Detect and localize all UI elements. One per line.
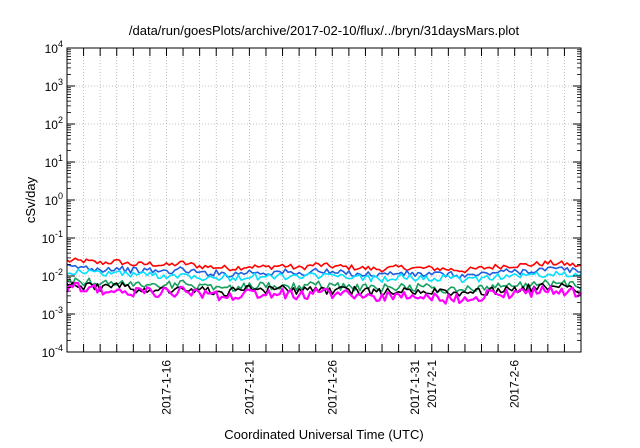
- y-tick-label: 101: [45, 153, 63, 170]
- y-tick-label: 10-4: [42, 343, 63, 360]
- series-line: [66, 263, 582, 280]
- x-tick-label: 2017-1-21: [242, 360, 256, 415]
- y-tick-label: 10-2: [42, 267, 63, 284]
- x-tick-label: 2017-1-31: [408, 360, 422, 415]
- series-line: [65, 281, 582, 305]
- x-tick-labels: 2017-1-16 2017-1-21 2017-1-26 2017-1-31 2017…: [159, 360, 521, 415]
- series-line: [66, 268, 582, 284]
- plot-area-frame: [66, 47, 582, 353]
- y-tick-label: 10-3: [42, 305, 63, 322]
- x-tick-label: 2017-2-1: [425, 360, 439, 408]
- x-tick-label: 2017-2-6: [508, 360, 522, 408]
- y-tick-label: 102: [45, 115, 63, 132]
- y-tick-label: 104: [45, 39, 63, 56]
- y-axis-label: cSv/day: [23, 176, 38, 223]
- y-tick-label: 103: [45, 77, 63, 94]
- y-tick-labels: 10-4 10-3 10-2 10-1 100 101 102 103 104: [42, 39, 63, 360]
- y-tick-label: 100: [45, 191, 63, 208]
- series-line: [66, 257, 582, 274]
- tick-marks: [67, 47, 581, 353]
- series-group: [65, 257, 582, 305]
- grid: [67, 47, 581, 353]
- chart-title: /data/run/goesPlots/archive/2017-02-10/f…: [129, 23, 520, 38]
- y-tick-label: 10-1: [42, 229, 63, 246]
- x-tick-label: 2017-1-26: [325, 360, 339, 415]
- x-tick-label: 2017-1-16: [159, 360, 173, 415]
- x-axis-label: Coordinated Universal Time (UTC): [224, 427, 423, 442]
